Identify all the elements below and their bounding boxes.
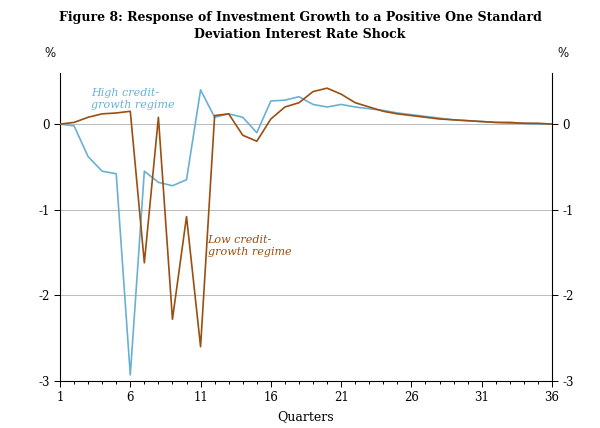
Text: Figure 8: Response of Investment Growth to a Positive One Standard: Figure 8: Response of Investment Growth … [59,11,541,24]
X-axis label: Quarters: Quarters [278,410,334,423]
Text: Deviation Interest Rate Shock: Deviation Interest Rate Shock [194,28,406,41]
Text: %: % [44,48,55,60]
Text: Low credit-
growth regime: Low credit- growth regime [208,235,291,257]
Text: %: % [557,48,568,60]
Text: High credit-
growth regime: High credit- growth regime [91,88,175,110]
